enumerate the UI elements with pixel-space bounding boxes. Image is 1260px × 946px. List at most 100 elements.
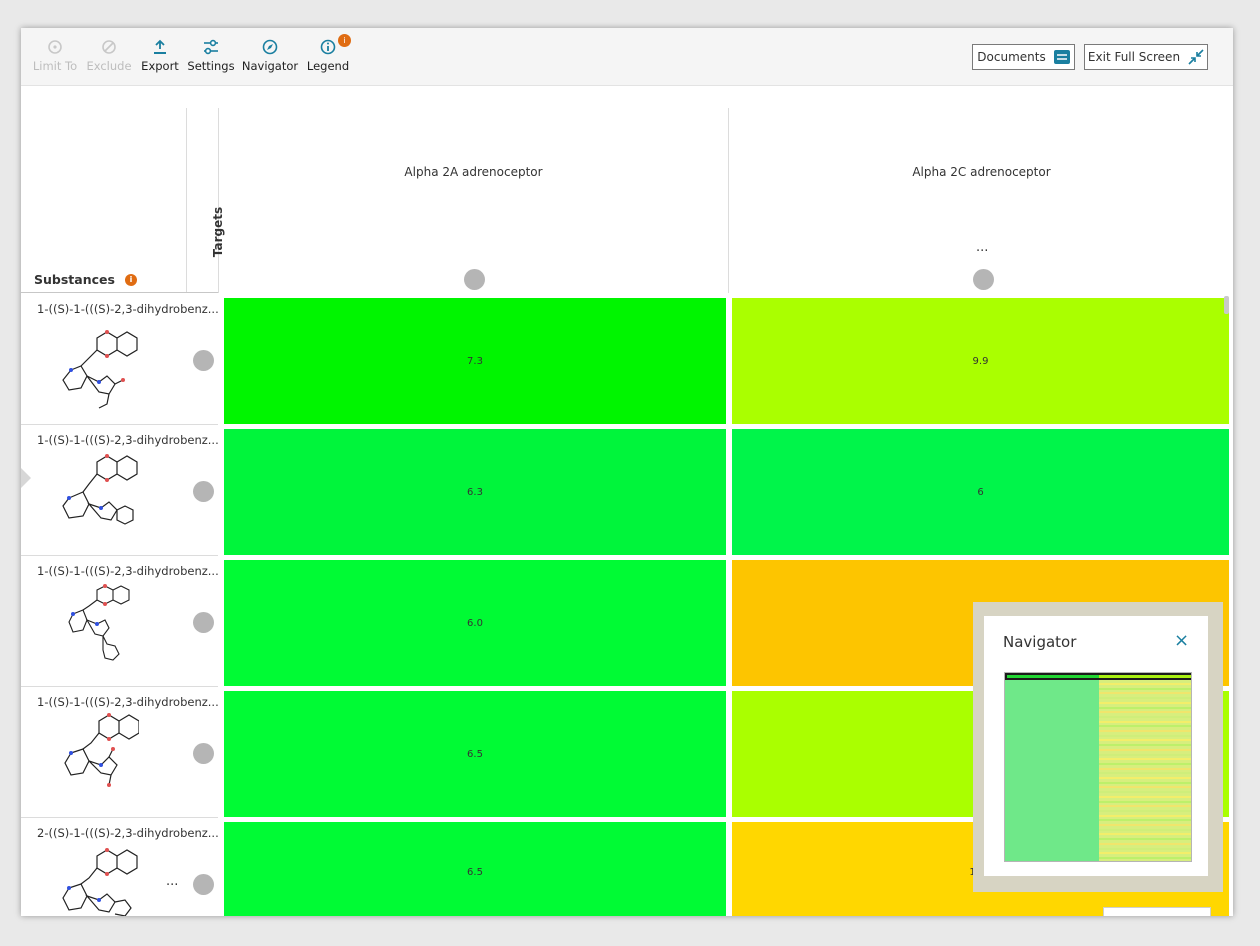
navigator-label: Navigator xyxy=(241,59,299,73)
minimap-stripe xyxy=(1099,734,1191,737)
minimap-stripe xyxy=(1099,805,1191,808)
exit-full-screen-button[interactable]: Exit Full Screen xyxy=(1084,44,1208,70)
header-divider-left xyxy=(218,108,219,293)
minimap-stripe xyxy=(1099,687,1191,690)
molecule-structure xyxy=(68,584,130,661)
row-select-dot[interactable] xyxy=(193,874,214,895)
minimap-stripe xyxy=(1099,781,1191,784)
minimap-stripe xyxy=(1099,819,1191,822)
minimap-stripe xyxy=(1099,833,1191,836)
heatmap-cell[interactable]: 6.5 xyxy=(224,691,726,817)
settings-button[interactable]: Settings xyxy=(187,38,235,73)
minimap-stripe xyxy=(1099,777,1191,779)
row-label[interactable]: 2-((S)-1-(((S)-2,3-dihydrobenz... xyxy=(37,826,219,840)
minimap-stripe xyxy=(1099,824,1191,826)
header-divider-mid xyxy=(728,108,729,293)
row-label[interactable]: 1-((S)-1-(((S)-2,3-dihydrobenz... xyxy=(37,564,219,578)
minimap-stripe xyxy=(1099,711,1191,714)
minimap-stripe xyxy=(1099,809,1191,812)
navigator-close-icon[interactable]: × xyxy=(1174,630,1190,651)
substances-info-icon[interactable]: i xyxy=(124,273,137,286)
viewport-right-fill xyxy=(1099,675,1191,678)
heatmap-cell[interactable]: 6.5 xyxy=(224,822,726,916)
minimap-stripe xyxy=(1099,739,1191,742)
expand-panel-arrow-icon[interactable] xyxy=(21,468,31,488)
minimap-stripe xyxy=(1099,725,1191,728)
substances-label: Substances xyxy=(34,272,115,287)
exclude-button[interactable]: Exclude xyxy=(85,38,133,73)
limit-to-icon xyxy=(48,40,62,54)
row-divider xyxy=(21,424,218,425)
column-title-alpha-2a[interactable]: Alpha 2A adrenoceptor xyxy=(404,165,543,179)
heatmap-cell[interactable]: 6.0 xyxy=(224,560,726,686)
documents-button[interactable]: Documents xyxy=(972,44,1075,70)
minimap-stripe xyxy=(1099,706,1191,709)
substances-underline xyxy=(21,292,218,293)
minimap-stripe xyxy=(1099,847,1191,850)
minimap-column xyxy=(1099,673,1191,861)
heatmap-cell[interactable]: 6 xyxy=(732,429,1229,555)
targets-divider xyxy=(186,108,187,293)
collapse-icon xyxy=(1188,49,1204,65)
exclude-label: Exclude xyxy=(86,59,132,73)
vertical-scrollbar[interactable] xyxy=(1224,296,1229,314)
documents-icon xyxy=(1053,50,1070,64)
substances-header: Substances i xyxy=(34,272,137,287)
heatmap-cell[interactable]: 7.3 xyxy=(224,298,726,424)
viewport-left-fill xyxy=(1007,675,1099,678)
row-select-dot[interactable] xyxy=(193,612,214,633)
navigator-button[interactable]: Navigator xyxy=(241,38,299,73)
minimap-stripe xyxy=(1099,842,1191,845)
exclude-icon xyxy=(102,40,116,54)
corner-widget xyxy=(1103,907,1211,916)
limit-to-button[interactable]: Limit To xyxy=(31,38,79,73)
row-select-dot[interactable] xyxy=(193,350,214,371)
documents-label: Documents xyxy=(977,50,1046,64)
legend-button[interactable]: Legend xyxy=(305,38,351,73)
minimap-stripe xyxy=(1099,814,1191,817)
export-icon xyxy=(154,39,166,54)
row-more[interactable]: ... xyxy=(166,874,179,889)
minimap-stripe xyxy=(1099,692,1191,695)
navigator-minimap[interactable] xyxy=(1004,672,1192,862)
minimap-stripe xyxy=(1099,697,1191,700)
minimap-stripe xyxy=(1099,762,1191,765)
row-label[interactable]: 1-((S)-1-(((S)-2,3-dihydrobenz... xyxy=(37,695,219,709)
targets-label: Targets xyxy=(211,206,225,258)
exit-full-screen-label: Exit Full Screen xyxy=(1087,50,1181,64)
minimap-stripe xyxy=(1099,838,1191,841)
legend-label: Legend xyxy=(306,59,350,73)
minimap-stripe xyxy=(1099,786,1191,789)
row-divider xyxy=(21,555,218,556)
row-divider xyxy=(21,817,218,818)
minimap-stripe xyxy=(1099,800,1191,803)
molecule-structure xyxy=(62,454,138,525)
row-label[interactable]: 1-((S)-1-(((S)-2,3-dihydrobenz... xyxy=(37,433,219,447)
settings-label: Settings xyxy=(187,59,235,73)
row-select-dot[interactable] xyxy=(193,481,214,502)
molecule-structure xyxy=(62,848,138,916)
heatmap-cell[interactable]: 6.3 xyxy=(224,429,726,555)
minimap-stripe xyxy=(1099,795,1191,798)
targets-header: Targets xyxy=(204,203,232,263)
minimap-stripe xyxy=(1099,856,1191,859)
toolbar: Limit To Exclude Export Settings Navigat… xyxy=(21,28,1233,86)
minimap-viewport[interactable] xyxy=(1005,673,1191,680)
minimap-stripe xyxy=(1099,744,1191,747)
minimap-column xyxy=(1005,673,1099,861)
column-select-dot[interactable] xyxy=(464,269,485,290)
minimap-stripe xyxy=(1099,730,1191,732)
row-label[interactable]: 1-((S)-1-(((S)-2,3-dihydrobenz... xyxy=(37,302,219,316)
heatmap-cell[interactable]: 9.9 xyxy=(732,298,1229,424)
export-label: Export xyxy=(141,59,179,73)
compass-icon xyxy=(262,39,278,55)
row-select-dot[interactable] xyxy=(193,743,214,764)
minimap-stripe xyxy=(1099,701,1191,704)
column-more[interactable]: ... xyxy=(976,240,989,255)
minimap-stripe xyxy=(1099,767,1191,770)
legend-badge: i xyxy=(338,34,351,47)
export-button[interactable]: Export xyxy=(139,38,181,73)
column-title-alpha-2c[interactable]: Alpha 2C adrenoceptor xyxy=(912,165,1051,179)
app-window: Limit To Exclude Export Settings Navigat… xyxy=(21,28,1233,916)
column-select-dot[interactable] xyxy=(973,269,994,290)
